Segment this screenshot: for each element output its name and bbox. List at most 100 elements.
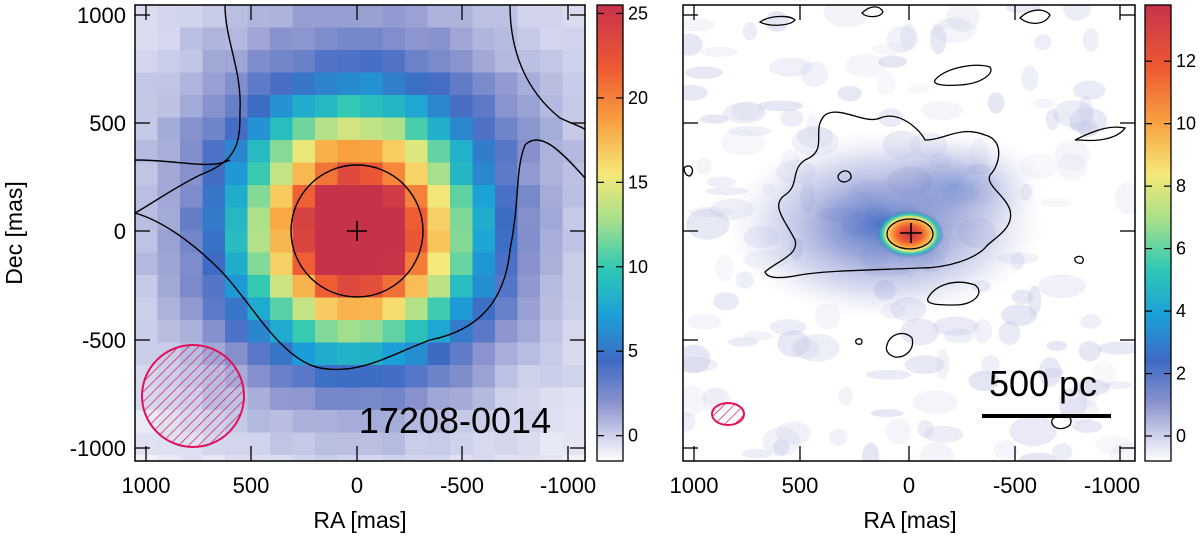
left-pixel <box>382 455 406 461</box>
left-pixel <box>247 140 271 164</box>
left-pixel <box>450 410 474 434</box>
left-pixel <box>292 297 316 321</box>
left-pixel <box>517 297 541 321</box>
right-noise-blob <box>1073 80 1106 100</box>
left-pixel <box>360 432 384 456</box>
left-pixel <box>202 162 226 186</box>
left-pixel <box>247 432 271 456</box>
left-pixel <box>270 432 294 456</box>
left-pixel <box>292 432 316 456</box>
right-noise-blob <box>1032 98 1055 109</box>
left-y-axis-label: Dec [mas] <box>1 181 27 285</box>
left-pixel <box>405 275 429 299</box>
left-pixel <box>360 455 384 461</box>
left-pixel <box>540 140 564 164</box>
left-pixel <box>202 207 226 231</box>
left-pixel <box>157 455 181 461</box>
right-noise-blob <box>968 370 1000 391</box>
left-pixel <box>450 72 474 96</box>
left-pixel <box>427 320 451 344</box>
right-noise-blob <box>829 429 848 446</box>
left-pixel <box>405 432 429 456</box>
left-pixel <box>427 72 451 96</box>
left-colorbar-bar <box>596 4 624 462</box>
left-pixel <box>450 162 474 186</box>
left-pixel <box>157 5 181 29</box>
left-pixel <box>495 275 519 299</box>
left-pixel <box>270 342 294 366</box>
left-pixel <box>450 117 474 141</box>
left-pixel <box>495 207 519 231</box>
left-pixel <box>157 50 181 74</box>
left-pixel <box>157 117 181 141</box>
right-contour-patch <box>1074 255 1084 264</box>
left-pixel <box>202 50 226 74</box>
left-pixel <box>517 5 541 29</box>
left-pixel <box>360 185 384 209</box>
left-pixel <box>270 140 294 164</box>
scale-bar-label: 500 pc <box>989 363 1097 404</box>
left-pixel <box>382 72 406 96</box>
left-pixel <box>495 320 519 344</box>
left-pixel <box>562 297 585 321</box>
right-noise-blob <box>1063 5 1091 21</box>
right-noise-blob <box>900 23 917 50</box>
left-pixel <box>540 320 564 344</box>
left-pixel <box>540 410 564 434</box>
left-xtick-label: 0 <box>351 473 363 498</box>
left-pixel <box>292 185 316 209</box>
left-pixel <box>270 297 294 321</box>
left-pixel <box>495 230 519 254</box>
left-pixel <box>427 207 451 231</box>
right-noise-blob <box>993 440 1018 460</box>
right-noise-blob <box>837 85 862 102</box>
left-pixel <box>405 230 429 254</box>
left-pixel <box>495 297 519 321</box>
left-pixel <box>315 365 339 389</box>
right-noise-blob <box>742 448 773 459</box>
left-pixel <box>270 5 294 29</box>
left-pixel <box>517 50 541 74</box>
left-pixel <box>180 140 204 164</box>
left-pixel <box>427 410 451 434</box>
right-noise-blob <box>862 442 880 461</box>
left-pixel <box>495 5 519 29</box>
right-noise-blob <box>1009 416 1057 447</box>
left-pixel <box>495 185 519 209</box>
right-noise-blob <box>838 387 854 406</box>
left-panel: 17208-0014 1000 500 0 -500 -1000 1000 50… <box>1 3 596 533</box>
left-pixel <box>427 5 451 29</box>
left-pixel <box>517 342 541 366</box>
left-pixel <box>135 72 159 96</box>
right-noise-blob <box>933 316 979 336</box>
left-pixel <box>360 117 384 141</box>
left-pixel <box>427 455 451 461</box>
left-pixel <box>337 95 361 119</box>
right-noise-blob <box>743 331 773 342</box>
left-pixel <box>247 455 271 461</box>
left-colorbar-tick-label: 25 <box>628 3 648 23</box>
left-pixel <box>292 455 316 461</box>
left-pixel <box>247 95 271 119</box>
right-contour-patch <box>683 165 694 177</box>
left-pixel <box>315 72 339 96</box>
left-pixel <box>315 342 339 366</box>
left-pixel <box>337 207 361 231</box>
left-pixel <box>472 365 496 389</box>
left-pixel <box>157 162 181 186</box>
left-pixel <box>382 252 406 276</box>
right-colorbar-tick-label: 6 <box>1176 239 1186 259</box>
left-xtick-label: -500 <box>440 473 484 498</box>
left-pixel <box>135 185 159 209</box>
left-pixel <box>337 432 361 456</box>
left-pixel <box>450 365 474 389</box>
right-noise-blob <box>699 114 729 124</box>
left-pixel <box>292 162 316 186</box>
left-pixel <box>427 27 451 51</box>
left-pixel <box>472 230 496 254</box>
left-pixel <box>405 207 429 231</box>
left-pixel <box>247 162 271 186</box>
left-pixel <box>180 275 204 299</box>
left-pixel <box>202 320 226 344</box>
left-pixel <box>540 297 564 321</box>
